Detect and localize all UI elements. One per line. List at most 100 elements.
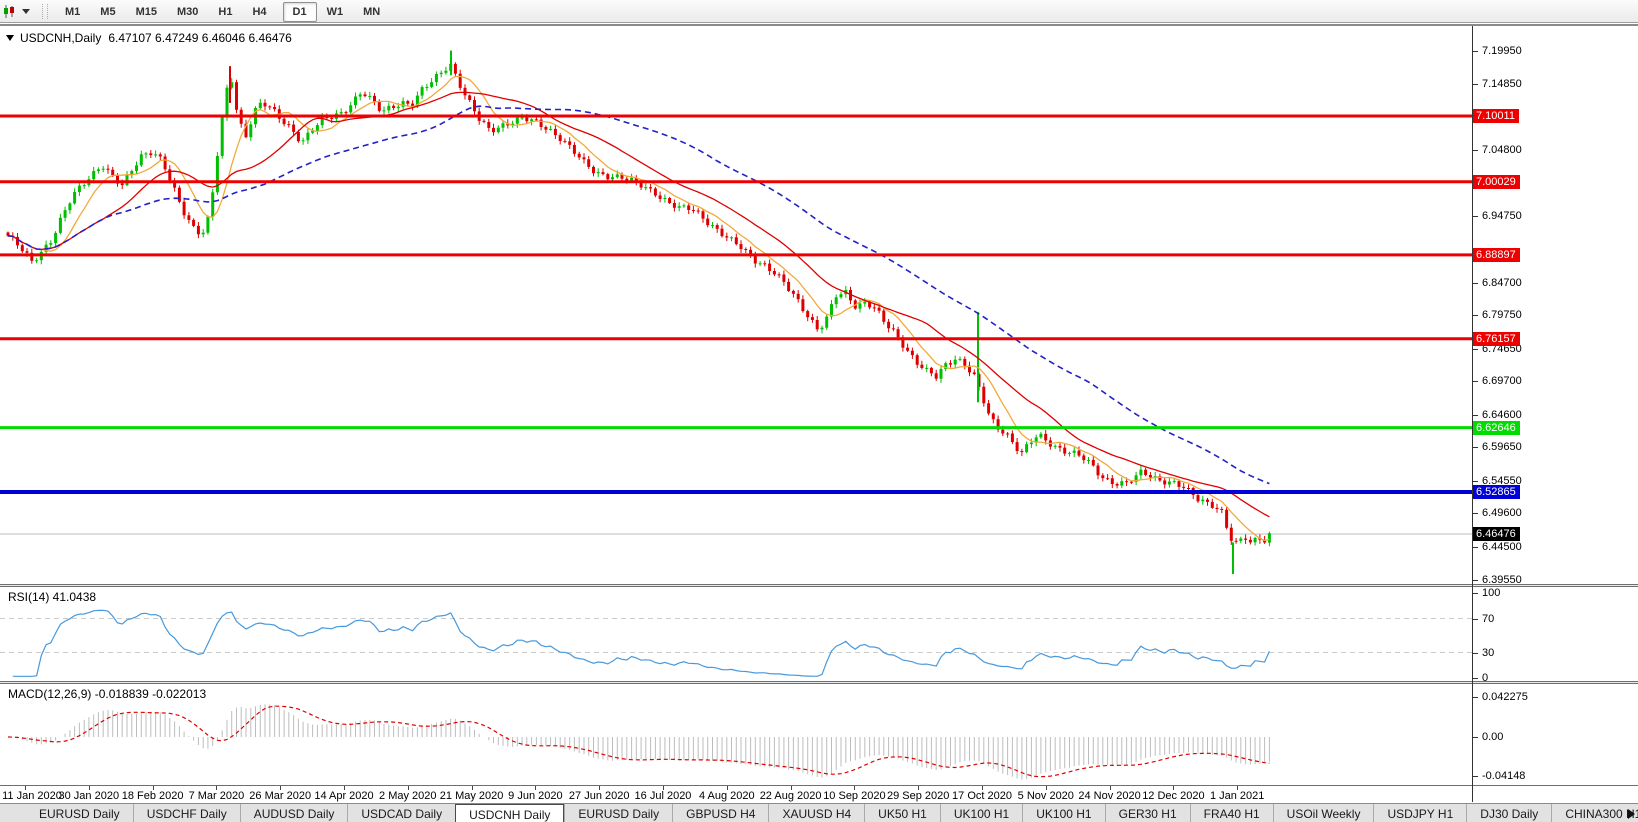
date-axis-tick — [280, 786, 282, 790]
date-axis-label: 1 Jan 2021 — [1209, 790, 1265, 802]
date-axis-tick — [535, 786, 537, 790]
date-axis-tick — [25, 786, 26, 790]
macd-panel-canvas[interactable] — [0, 684, 1472, 785]
date-axis-label: 26 Mar 2020 — [249, 790, 312, 802]
price-axis-label: 0.00 — [1482, 731, 1504, 743]
timeframe-button-m1[interactable]: M1 — [65, 6, 81, 18]
chart-tab-xauusd-h4[interactable]: XAUUSD H4 — [768, 804, 864, 822]
price-axis-tick — [1473, 580, 1478, 581]
timeframe-button-h4[interactable]: H4 — [252, 6, 267, 18]
price-axis-tick — [1473, 547, 1478, 548]
price-axis-tick — [1473, 315, 1478, 316]
date-axis-tick — [663, 786, 664, 790]
chart-tab-audusd-daily[interactable]: AUDUSD Daily — [239, 804, 348, 822]
timeframe-button-group: M1 M5 M15 M30 H1 H4 D1 W1 MN — [55, 2, 390, 22]
line-price-label: 6.46476 — [1473, 527, 1520, 541]
chart-ohlc-values: 6.47107 6.47249 6.46046 6.46476 — [108, 31, 292, 45]
chart-tab-eurusd-daily[interactable]: EURUSD Daily — [564, 804, 672, 822]
main-chart-canvas[interactable] — [0, 26, 1472, 584]
date-axis-tick — [1173, 786, 1175, 790]
date-axis-label: 24 Nov 2020 — [1078, 790, 1141, 802]
chart-tab-china300-h1[interactable]: CHINA300 H1 — [1551, 804, 1638, 822]
date-axis-label: 4 Aug 2020 — [698, 790, 755, 802]
timeframe-button-mn[interactable]: MN — [363, 6, 381, 18]
date-axis-tick — [152, 786, 154, 790]
price-axis-label: 0 — [1482, 672, 1489, 684]
panel-separator-main-rsi[interactable] — [0, 584, 1638, 587]
date-axis-label: 10 Sep 2020 — [823, 790, 886, 802]
price-axis-tick — [1473, 447, 1478, 448]
price-axis: 7.19950 7.14850 7.04800 6.94750 6.84700 6.797… — [1473, 26, 1638, 802]
chart-bottom-border — [0, 785, 1638, 786]
price-axis-label: 6.84700 — [1482, 277, 1522, 289]
chart-tab-usdchf-daily[interactable]: USDCHF Daily — [132, 804, 240, 822]
date-axis-tick — [1237, 786, 1239, 790]
toolbar-grip-handle[interactable] — [42, 3, 48, 19]
chart-tab-eurusd-daily[interactable]: EURUSD Daily — [39, 807, 120, 821]
date-axis-label: 27 Jun 2020 — [568, 790, 630, 802]
date-axis-tick — [1045, 786, 1047, 790]
price-axis-label: 7.04800 — [1482, 144, 1522, 156]
date-axis-tick — [407, 786, 409, 790]
chart-tab-dj30-daily[interactable]: DJ30 Daily — [1466, 804, 1551, 822]
chart-tab-ger30-h1[interactable]: GER30 H1 — [1104, 804, 1190, 822]
date-axis-label: 30 Jan 2020 — [58, 790, 120, 802]
candlestick-chart-icon — [4, 4, 14, 18]
price-axis-tick — [1473, 381, 1478, 382]
price-axis-tick — [1473, 653, 1478, 654]
price-axis-label: 6.79750 — [1482, 309, 1522, 321]
timeframe-button-w1[interactable]: W1 — [326, 6, 344, 18]
line-price-label: 6.52865 — [1473, 485, 1520, 499]
date-axis-tick — [726, 786, 728, 790]
date-axis-tick — [216, 786, 218, 790]
date-axis-label: 22 Aug 2020 — [759, 790, 822, 802]
chevron-down-icon[interactable] — [22, 8, 30, 14]
price-axis-tick — [1473, 84, 1478, 85]
price-axis-border — [1472, 26, 1473, 802]
price-axis-tick — [1473, 481, 1478, 482]
panel-separator-rsi-macd[interactable] — [0, 681, 1638, 684]
date-axis-label: 29 Sep 2020 — [886, 790, 950, 802]
price-axis-label: 100 — [1482, 587, 1501, 599]
chart-tab-fra40-h1[interactable]: FRA40 H1 — [1189, 804, 1273, 822]
rsi-panel-canvas[interactable] — [0, 587, 1472, 681]
chart-tab-uk100-h1[interactable]: UK100 H1 — [1022, 804, 1104, 822]
triangle-down-icon[interactable] — [6, 35, 14, 41]
date-axis-label: 2 May 2020 — [379, 790, 437, 802]
price-axis-label: 6.49600 — [1482, 507, 1522, 519]
toolbar: M1 M5 M15 M30 H1 H4 D1 W1 MN — [0, 0, 1638, 23]
price-axis-tick — [1473, 150, 1478, 151]
chart-type-icon[interactable] — [2, 4, 17, 19]
price-axis-label: 6.54550 — [1482, 475, 1522, 487]
date-axis-label: 18 Feb 2020 — [121, 790, 184, 802]
timeframe-button-m30[interactable]: M30 — [176, 6, 199, 18]
chart-tab-gbpusd-h4[interactable]: GBPUSD H4 — [672, 804, 768, 822]
line-price-label: 7.00029 — [1473, 175, 1520, 189]
timeframe-button-h1[interactable]: H1 — [218, 6, 233, 18]
timeframe-button-m15[interactable]: M15 — [135, 6, 157, 18]
date-axis: 11 Jan 2020 30 Jan 2020 18 Feb 2020 7 Mar 2… — [0, 786, 1472, 803]
chart-tab-usdcad-daily[interactable]: USDCAD Daily — [347, 804, 455, 822]
line-price-label: 6.62646 — [1473, 421, 1520, 435]
chart-tab-usdjpy-h1[interactable]: USDJPY H1 — [1373, 804, 1466, 822]
date-axis-tick — [790, 786, 792, 790]
chart-tab-usdcnh-daily[interactable]: USDCNH Daily — [455, 804, 565, 822]
date-axis-tick — [918, 786, 920, 790]
price-axis-label: 0.042275 — [1482, 691, 1528, 703]
price-axis-tick — [1473, 776, 1478, 777]
price-axis-tick — [1473, 619, 1478, 620]
date-axis-label: 7 Mar 2020 — [188, 790, 245, 802]
price-axis-label: 6.59650 — [1482, 441, 1522, 453]
chart-tab-uk50-h1[interactable]: UK50 H1 — [864, 804, 940, 822]
timeframe-button-m5[interactable]: M5 — [100, 6, 116, 18]
chart-tab-usoil-weekly[interactable]: USOil Weekly — [1272, 804, 1374, 822]
rsi-indicator-label: RSI(14) 41.0438 — [8, 590, 97, 604]
timeframe-button-d1[interactable]: D1 — [282, 2, 317, 22]
tab-scroll-right-arrow[interactable] — [1628, 809, 1635, 819]
date-axis-tick — [1109, 786, 1111, 790]
price-axis-label: 7.14850 — [1482, 78, 1522, 90]
chart-tab-uk100-h1[interactable]: UK100 H1 — [939, 804, 1022, 822]
date-axis-label: 11 Jan 2020 — [2, 790, 62, 802]
date-axis-tick — [88, 786, 90, 790]
chart-tabs: EURUSD Daily USDCHF Daily AUDUSD Daily USDC… — [26, 804, 1638, 822]
